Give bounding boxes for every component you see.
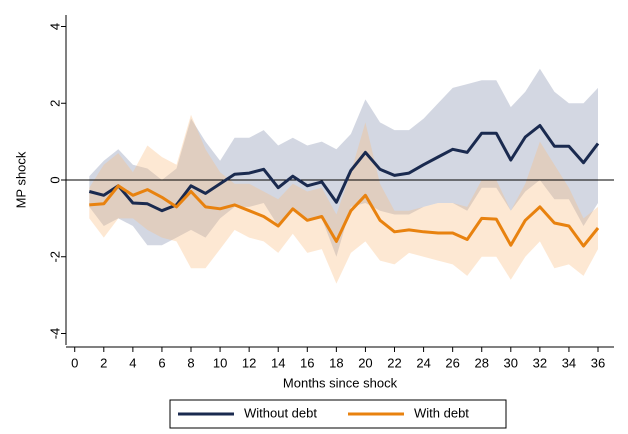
x-tick-label: 18 — [329, 355, 343, 370]
x-tick-label: 16 — [300, 355, 314, 370]
x-axis-title: Months since shock — [283, 375, 398, 390]
y-axis-title: MP shock — [13, 151, 28, 208]
y-tick-label: -4 — [47, 328, 62, 340]
x-tick-label: 2 — [100, 355, 107, 370]
y-tick-label: 2 — [47, 100, 62, 107]
y-tick-label: -2 — [47, 251, 62, 263]
x-tick-label: 28 — [474, 355, 488, 370]
y-tick-label: 4 — [47, 23, 62, 30]
x-tick-label: 36 — [591, 355, 605, 370]
x-tick-label: 24 — [416, 355, 430, 370]
x-tick-label: 10 — [213, 355, 227, 370]
x-tick-label: 14 — [271, 355, 285, 370]
legend-label: With debt — [414, 405, 469, 420]
x-tick-label: 4 — [129, 355, 136, 370]
x-tick-label: 20 — [358, 355, 372, 370]
confidence-band — [89, 114, 599, 284]
x-tick-label: 8 — [187, 355, 194, 370]
legend-label: Without debt — [244, 405, 317, 420]
x-tick-label: 34 — [562, 355, 576, 370]
x-tick-label: 26 — [445, 355, 459, 370]
x-tick-label: 30 — [504, 355, 518, 370]
series-line — [89, 184, 600, 248]
x-tick-label: 22 — [387, 355, 401, 370]
y-tick-label: 0 — [47, 176, 62, 183]
x-tick-label: 12 — [242, 355, 256, 370]
x-tick-label: 6 — [158, 355, 165, 370]
x-tick-label: 0 — [71, 355, 78, 370]
x-tick-label: 32 — [533, 355, 547, 370]
